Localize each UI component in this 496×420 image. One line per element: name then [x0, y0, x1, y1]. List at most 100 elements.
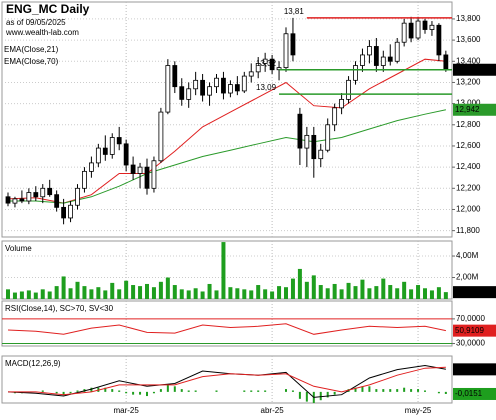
volume-bar [33, 292, 38, 299]
y-tick-label: 13,400 [456, 56, 481, 65]
candle-body [40, 187, 46, 198]
candle-body [339, 98, 345, 109]
volume-bar [249, 290, 254, 299]
histogram-bar [403, 387, 406, 392]
x-tick-label: may-25 [405, 406, 432, 415]
candle-body [61, 206, 66, 219]
volume-bar [61, 276, 66, 299]
panel [1, 240, 453, 300]
volume-bar [402, 281, 407, 299]
y-tick-label: 13,200 [456, 78, 481, 87]
candle-body [12, 198, 18, 204]
value-badge-label: 638,267 [455, 287, 484, 296]
histogram-bar [368, 386, 371, 392]
indicator-line [7, 58, 446, 204]
indicator-line [8, 366, 446, 396]
candle-body [5, 196, 11, 204]
volume-bar [436, 287, 441, 299]
histogram-bar [354, 387, 357, 392]
histogram-bar [305, 391, 308, 402]
x-tick-label: abr-25 [261, 406, 285, 415]
volume-bar [443, 292, 448, 299]
panel-title: MACD(12,26,9) [5, 359, 61, 368]
volume-bar [290, 278, 295, 299]
histogram-bar [396, 389, 399, 392]
volume-bar [277, 286, 282, 299]
candle-body [82, 170, 87, 189]
candle-body [123, 143, 129, 166]
histogram-bar [69, 391, 72, 394]
volume-bar [40, 289, 45, 299]
histogram-bar [444, 391, 447, 394]
histogram-bar [298, 391, 301, 399]
volume-bar [207, 283, 212, 299]
volume-bar [47, 291, 52, 299]
candle-body [116, 137, 122, 145]
candle-body [325, 124, 331, 151]
histogram-bar [180, 389, 183, 392]
volume-bar [304, 281, 309, 299]
histogram-bar [173, 386, 176, 392]
histogram-bar [264, 390, 267, 392]
candle-body [415, 20, 421, 39]
value-badge [453, 363, 496, 376]
candle-body [165, 65, 171, 113]
volume-bar [325, 288, 330, 299]
candle-body [262, 58, 268, 64]
histogram-bar [243, 390, 246, 392]
histogram-bar [375, 389, 378, 392]
histogram-bar [285, 389, 287, 392]
volume-bar [26, 290, 31, 299]
panel [1, 1, 453, 238]
volume-bar [284, 287, 288, 299]
value-badge-label: 0,1620 [455, 364, 480, 373]
y-tick-label: 70,0000 [456, 314, 485, 323]
histogram-bar [194, 390, 197, 392]
volume-bar [297, 268, 302, 299]
candle-body [248, 71, 254, 77]
volume-bar [131, 285, 136, 299]
value-badge [453, 286, 496, 299]
legend-entry: EMA(Close,21) [4, 45, 59, 54]
volume-bar [145, 283, 149, 299]
histogram-bar [417, 389, 420, 392]
histogram-bar [152, 391, 155, 394]
volume-bar [429, 290, 434, 299]
candle-body [130, 164, 136, 174]
chart-subtitle: as of 09/05/2025 [6, 18, 66, 27]
candle-body [193, 79, 199, 90]
candle-body [311, 134, 317, 160]
histogram-bar [389, 389, 392, 392]
candle-body [283, 33, 289, 69]
candle-body [401, 22, 407, 43]
candle-body [318, 149, 324, 160]
candle-body [26, 192, 32, 202]
candle-body [443, 54, 449, 71]
site-label: www.wealth-lab.com [5, 28, 79, 37]
value-badge [453, 387, 496, 400]
volume-bar [256, 285, 261, 299]
candle-body [353, 65, 358, 81]
candle-body [408, 22, 414, 39]
volume-bar [214, 290, 219, 299]
candle-body [366, 46, 372, 56]
candle-body [109, 137, 115, 155]
volume-bar [416, 285, 421, 299]
volume-bar [353, 286, 358, 299]
indicator-line [7, 323, 447, 335]
histogram-bar [111, 389, 114, 392]
volume-bar [19, 291, 24, 299]
histogram-bar [333, 391, 336, 395]
candle-body [68, 204, 73, 219]
value-badge-label: 50,9109 [455, 326, 484, 335]
volume-bar [423, 288, 427, 299]
histogram-bar [437, 391, 440, 394]
volume-bar [165, 277, 170, 299]
volume-bar [68, 288, 73, 299]
y-tick-label: 12,400 [456, 162, 481, 171]
candle-body [346, 79, 351, 100]
candle-body [227, 84, 233, 94]
volume-bar [374, 286, 379, 299]
value-badge-label: 13,320 [455, 65, 480, 74]
